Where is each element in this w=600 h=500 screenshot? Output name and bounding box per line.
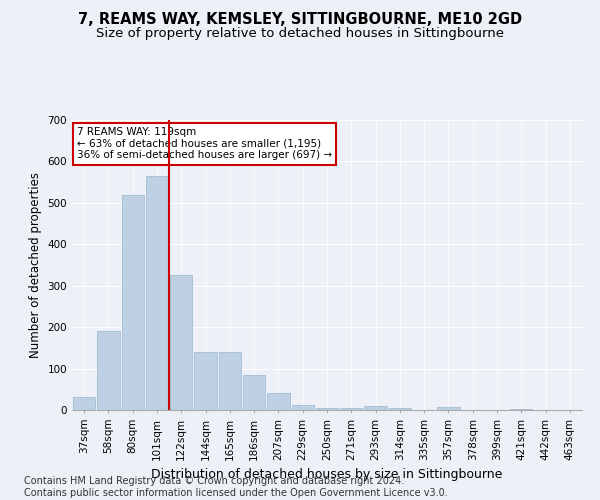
Bar: [389, 408, 411, 410]
Text: Contains HM Land Registry data © Crown copyright and database right 2024.
Contai: Contains HM Land Registry data © Crown c…: [24, 476, 448, 498]
Text: 7 REAMS WAY: 119sqm
← 63% of detached houses are smaller (1,195)
36% of semi-det: 7 REAMS WAY: 119sqm ← 63% of detached ho…: [77, 127, 332, 160]
Bar: [340, 408, 362, 410]
Bar: [292, 404, 314, 410]
Bar: [97, 332, 119, 410]
Bar: [437, 406, 460, 410]
Bar: [364, 406, 387, 410]
Bar: [243, 375, 265, 410]
Bar: [316, 408, 338, 410]
Bar: [194, 352, 217, 410]
Bar: [510, 409, 532, 410]
Bar: [73, 396, 95, 410]
Text: 7, REAMS WAY, KEMSLEY, SITTINGBOURNE, ME10 2GD: 7, REAMS WAY, KEMSLEY, SITTINGBOURNE, ME…: [78, 12, 522, 28]
Bar: [170, 276, 193, 410]
Y-axis label: Number of detached properties: Number of detached properties: [29, 172, 42, 358]
Text: Size of property relative to detached houses in Sittingbourne: Size of property relative to detached ho…: [96, 28, 504, 40]
Bar: [146, 176, 168, 410]
Bar: [267, 392, 290, 410]
Bar: [122, 194, 144, 410]
Bar: [218, 352, 241, 410]
X-axis label: Distribution of detached houses by size in Sittingbourne: Distribution of detached houses by size …: [151, 468, 503, 481]
